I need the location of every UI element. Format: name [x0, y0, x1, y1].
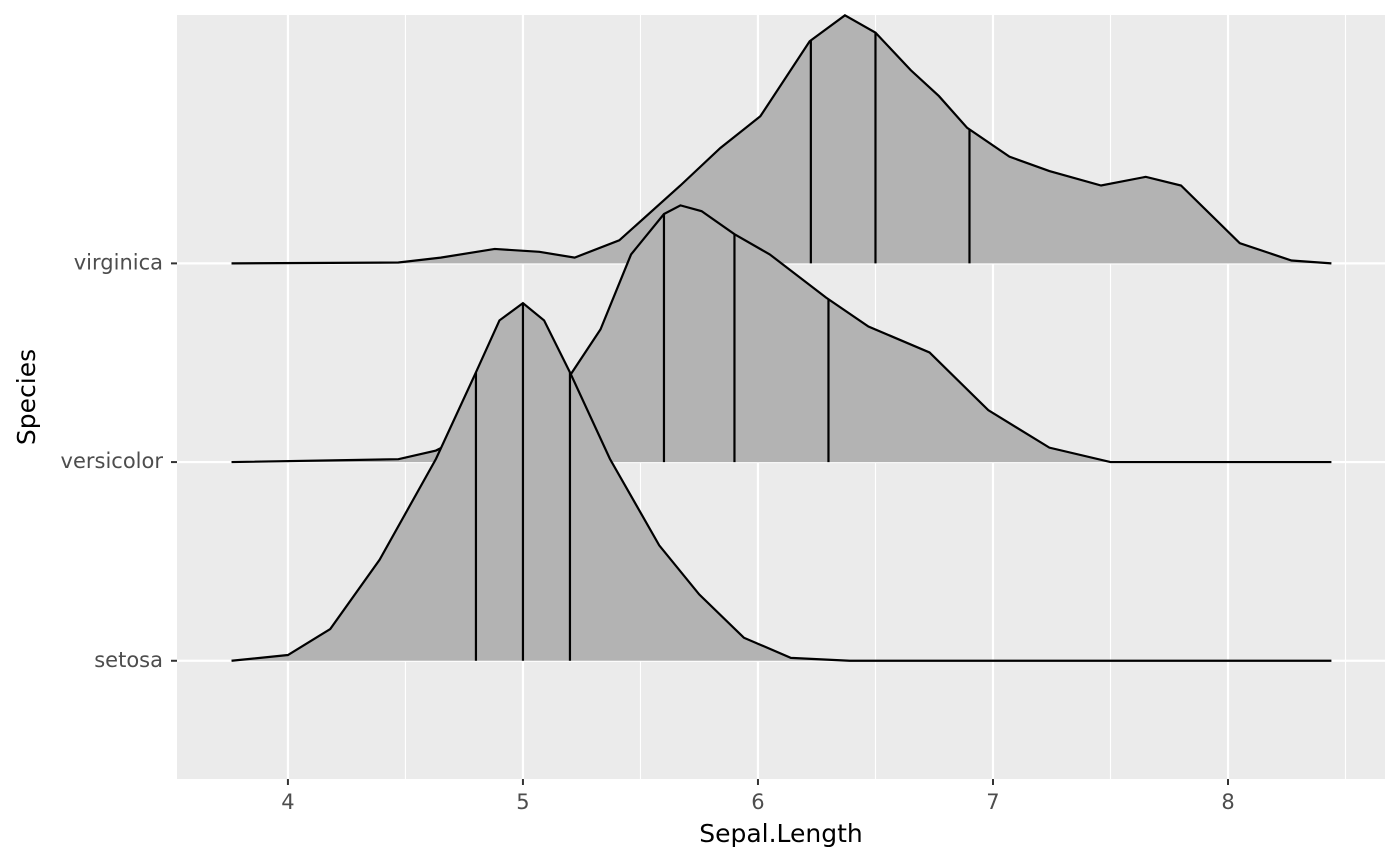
x-tick-label: 6 — [751, 790, 764, 814]
ridge-line — [231, 14, 1332, 265]
y-tick-label: versicolor — [61, 449, 164, 473]
ridge-area — [231, 15, 1332, 264]
x-tick-label: 8 — [1221, 790, 1234, 814]
x-axis-title: Sepal.Length — [699, 819, 863, 848]
y-tick-label: virginica — [74, 250, 163, 274]
ridge-line — [231, 301, 1332, 662]
x-tick-label: 4 — [281, 790, 294, 814]
x-tick-label: 7 — [986, 790, 999, 814]
x-tick-label: 5 — [516, 790, 529, 814]
y-tick-label: setosa — [94, 648, 163, 672]
ridge-area — [231, 205, 1332, 463]
ridge-area — [231, 303, 1332, 661]
y-axis-title: Species — [12, 349, 41, 445]
